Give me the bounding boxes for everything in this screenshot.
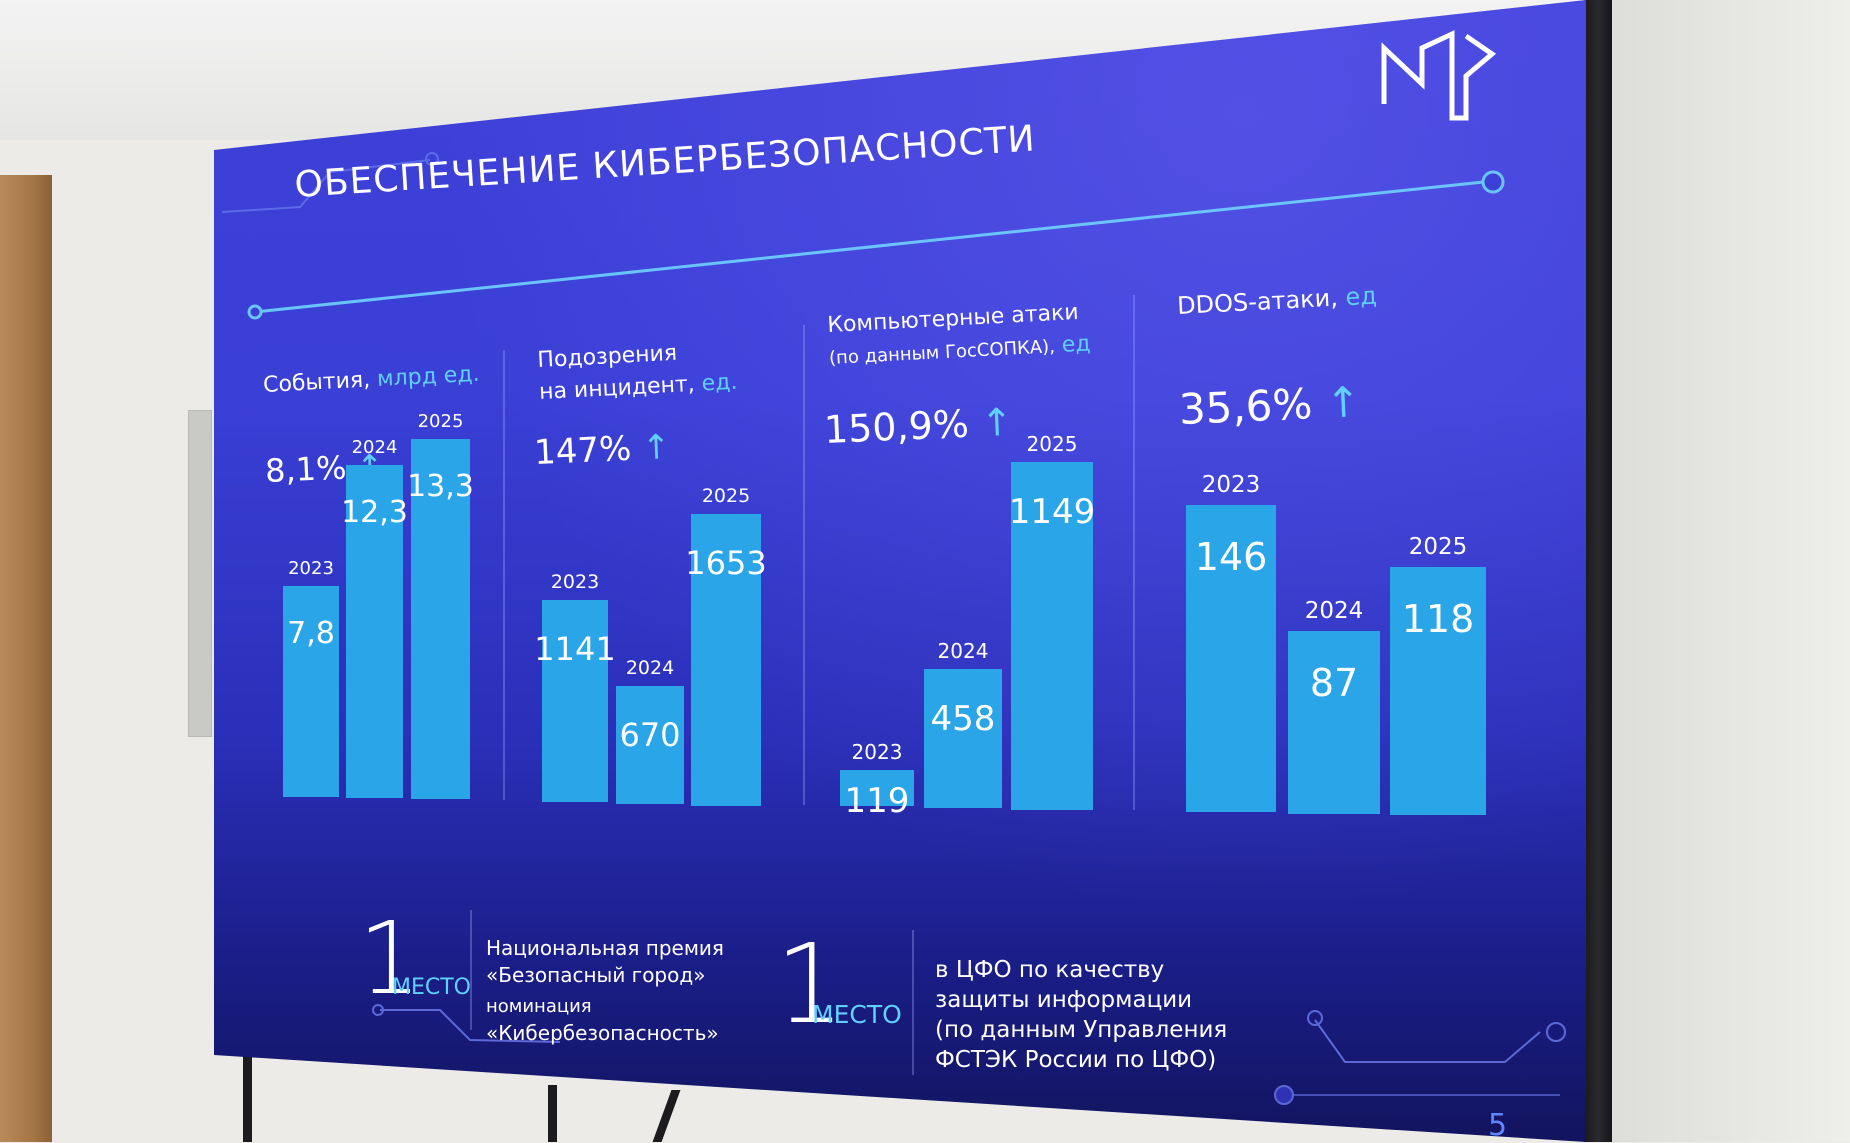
bar-year-label: 2025 [1408,534,1468,560]
award-text-2: в ЦФО по качеству защиты информации (по … [935,955,1227,1075]
panel-divider [503,350,505,800]
bar-value-label: 670 [619,716,681,754]
panel-title-text: События, [262,367,371,399]
bar-value-label: 7,8 [287,616,335,651]
bar-year-label: 2023 [550,571,600,593]
chart-bar [840,770,914,806]
bar-year-label: 2023 [1201,472,1261,498]
growth-value: 147% [533,428,633,473]
bar-value-label: 1149 [1008,492,1096,532]
chart-bar [411,439,470,799]
panel-title-unit: ед [1061,331,1092,358]
chart-bar [924,669,1002,808]
award-line: защиты информации [935,987,1193,1013]
panel-title-unit: ед [1344,281,1378,312]
growth-suspicions: 147% ↑ [533,427,671,473]
award-line: номинация [486,996,592,1017]
wall-panel [188,410,212,737]
panel-title-unit: ед. [701,369,739,397]
panel-title-text: DDOS-атаки, [1176,283,1339,321]
bar-value-label: 87 [1309,661,1359,705]
chart-bar [616,686,684,804]
award-place-unit: МЕСТО [812,1000,902,1029]
chart-bar [283,586,339,797]
award-divider [470,910,472,1030]
award-place-number: 1 [775,920,845,1048]
chart-bar [346,465,403,798]
bar-value-label: 12,3 [341,495,408,530]
bar-year-label: 2025 [1026,432,1078,456]
award-line: ФСТЭК России по ЦФО) [935,1047,1217,1073]
bar-value-label: 1141 [534,630,616,668]
bar-year-label: 2023 [288,558,334,579]
up-arrow-icon: ↑ [1324,377,1362,428]
award-line: в ЦФО по качеству [935,957,1165,983]
bar-year-label: 2024 [1304,598,1364,624]
up-arrow-icon: ↑ [641,427,672,469]
bar-year-label: 2025 [417,411,464,432]
chart-bar [1390,567,1486,815]
growth-attacks: 150,9% ↑ [823,400,1014,452]
panel-title-suspicions: Подозрения на инцидент, ед. [537,335,739,409]
panel-divider [803,325,805,805]
screen-frame-edge [1584,0,1612,1142]
panel-divider [1133,295,1135,810]
growth-value: 150,9% [823,401,970,452]
logo-mark [1381,30,1497,121]
bar-value-label: 118 [1401,597,1475,641]
chart-bar [691,514,761,806]
title-underline [254,179,1494,314]
award-divider [912,930,914,1075]
bar-year-label: 2023 [851,740,903,764]
bar-value-label: 119 [844,780,910,821]
growth-ddos: 35,6% ↑ [1178,377,1362,434]
wood-wall-panel [0,175,52,1142]
right-wall [1600,0,1850,1142]
award-line: «Безопасный город» [486,963,706,987]
bar-value-label: 146 [1194,535,1268,579]
award-text-1: Национальная премия «Безопасный город» н… [486,935,724,1047]
chart-bar [1288,631,1380,814]
bar-value-label: 1653 [685,544,767,582]
chart-bar [1011,462,1093,810]
award-line: Национальная премия [486,936,724,960]
award-line: «Кибербезопасность» [486,1021,719,1045]
bar-year-label: 2024 [351,437,398,458]
page-number: 5 [1488,1108,1508,1143]
panel-title-unit: млрд ед. [376,361,481,393]
stand-leg [243,1050,252,1142]
bar-value-label: 13,3 [407,469,474,504]
growth-value: 35,6% [1177,379,1314,434]
stand-leg [548,1085,557,1142]
bar-year-label: 2024 [625,657,675,679]
bar-year-label: 2024 [937,639,989,663]
award-line: (по данным Управления [935,1017,1228,1043]
bar-value-label: 458 [930,699,996,739]
award-place-unit: МЕСТО [392,975,471,1000]
chart-bar [542,600,608,802]
panel-title-attacks: Компьютерные атаки (по данным ГосСОПКА),… [827,296,1092,375]
award-place-number: 1 [358,900,422,1017]
bar-year-label: 2025 [701,485,751,507]
panel-subtitle: (по данным ГосСОПКА), [828,336,1056,370]
panel-title-text: на инцидент, [538,371,696,406]
chart-bar [1186,505,1276,812]
